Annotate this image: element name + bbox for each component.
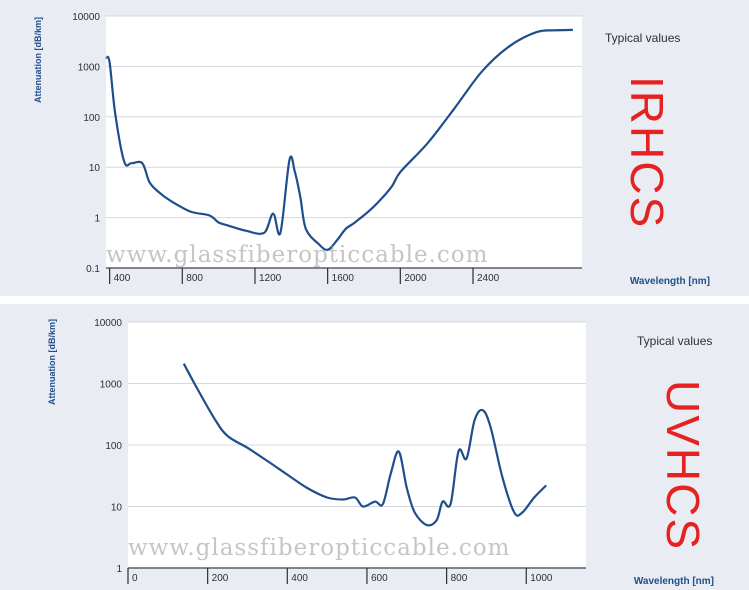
x-tick-label-1-3: 600 [371,573,388,584]
x-tick-label-0-3: 1600 [332,273,355,284]
watermark-bottom: www.glassfiberopticcable.com [128,535,511,561]
y-tick-label-1-3: 10 [111,503,123,514]
watermark-top: www.glassfiberopticcable.com [106,242,489,268]
x-tick-label-1-2: 400 [291,573,308,584]
y-axis-title-0: Attenuation [dB/km] [33,17,43,103]
typical-values-note-bottom: Typical values [637,334,713,348]
x-tick-label-1-1: 200 [212,573,229,584]
y-tick-label-0-0: 10000 [72,12,100,23]
y-axis-title-1: Attenuation [dB/km] [47,319,57,405]
y-tick-label-1-1: 1000 [100,380,123,391]
x-tick-label-1-5: 1000 [530,573,553,584]
irhcs-attenuation-chart: 10000 1000 100 10 1 0.1 400 800 1200 1600 2000 2400… [33,12,710,287]
y-tick-label-0-4: 1 [94,214,100,225]
x-tick-label-1-4: 800 [451,573,468,584]
series-line-0-0 [104,28,573,251]
y-tick-label-1-4: 1 [116,564,122,575]
typical-values-note-top: Typical values [605,31,681,45]
x-axis-title-0: Wavelength [nm] [630,276,710,287]
x-tick-label-0-1: 800 [186,273,203,284]
uvhcs-label: UVHCS [657,380,709,552]
x-axis-title-1: Wavelength [nm] [634,576,714,587]
x-tick-label-0-5: 2400 [477,273,500,284]
y-tick-label-0-5: 0.1 [86,264,100,275]
y-tick-label-1-2: 100 [105,441,122,452]
plot-area-0 [106,16,582,268]
panel-divider [0,296,749,304]
x-tick-label-0-0: 400 [114,273,131,284]
x-tick-label-1-0: 0 [132,573,138,584]
y-tick-label-0-1: 1000 [78,62,101,73]
x-tick-label-0-4: 2000 [404,273,427,284]
x-tick-label-0-2: 1200 [259,273,282,284]
irhcs-label: IRHCS [621,76,673,230]
y-tick-label-0-2: 100 [83,113,100,124]
uvhcs-attenuation-chart: 10000 1000 100 10 10 200 400 600 800 1000 Attenuat… [47,318,714,587]
y-tick-label-0-3: 10 [89,163,101,174]
y-tick-label-1-0: 10000 [94,318,122,329]
series-line-1-0 [182,363,547,527]
